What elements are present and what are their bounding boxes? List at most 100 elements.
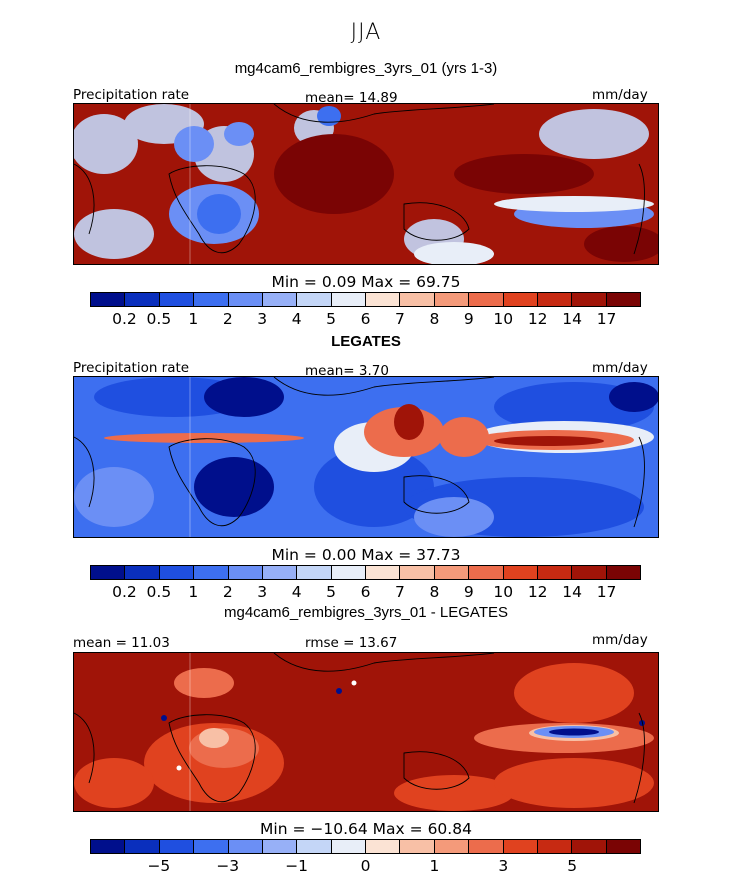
colorbar-tick: 1 [188, 310, 199, 328]
colorbar-swatch [572, 566, 607, 579]
colorbar-tick: 6 [360, 310, 371, 328]
colorbar-tick: 7 [395, 583, 405, 601]
colorbar-swatch [434, 566, 470, 579]
colorbar-swatch [400, 566, 435, 579]
panel-2-map [73, 376, 659, 538]
colorbar-tick: 8 [429, 583, 440, 601]
colorbar-tick: 3 [498, 857, 509, 875]
colorbar-swatch [572, 840, 607, 853]
colorbar-swatch [262, 293, 298, 306]
colorbar-tick: 17 [596, 583, 617, 601]
colorbar-tick: 2 [222, 583, 233, 601]
colorbar-swatch [262, 566, 298, 579]
colorbar-swatch [91, 566, 126, 579]
panel-3-colorbar-ticks: −5 −3 −1 0 1 3 5 [90, 857, 641, 875]
colorbar-swatch [262, 840, 298, 853]
panel-2-mean-label: mean= 3.70 [305, 363, 389, 379]
colorbar-tick: 10 [493, 310, 514, 328]
colorbar-tick: 0.5 [146, 583, 172, 601]
panel-1-colorbar [90, 292, 641, 307]
colorbar-swatch [194, 840, 229, 853]
season-title: JJA [350, 20, 382, 45]
colorbar-swatch [331, 566, 366, 579]
colorbar-tick: 5 [326, 583, 336, 601]
panel-3-title: mg4cam6_rembigres_3yrs_01 - LEGATES [223, 604, 508, 621]
colorbar-tick: 0.2 [112, 583, 137, 601]
colorbar-swatch [331, 840, 366, 853]
panel-1-map [73, 103, 659, 265]
colorbar-tick: 3 [257, 583, 268, 601]
colorbar-swatch [537, 840, 573, 853]
panel-2-title: LEGATES [331, 333, 401, 350]
panel-3-rmse-label: rmse = 13.67 [305, 635, 398, 651]
colorbar-tick: 4 [291, 310, 302, 328]
colorbar-swatch [125, 840, 160, 853]
colorbar-tick: −5 [147, 857, 171, 875]
colorbar-swatch [125, 566, 160, 579]
colorbar-tick: 17 [596, 310, 617, 328]
colorbar-tick: 0.2 [112, 310, 137, 328]
panel-2-precip-field [74, 377, 658, 537]
colorbar-swatch [297, 566, 332, 579]
colorbar-tick: 0 [360, 857, 371, 875]
colorbar-tick: 0.5 [146, 310, 172, 328]
colorbar-swatch [469, 566, 504, 579]
panel-2-colorbar [90, 565, 641, 580]
colorbar-tick: 1 [429, 857, 440, 875]
colorbar-swatch [434, 293, 470, 306]
panel-3-colorbar [90, 839, 641, 854]
colorbar-swatch [297, 840, 332, 853]
colorbar-swatch [228, 566, 263, 579]
panel-3-map [73, 652, 659, 812]
panel-1-units-label: mm/day [592, 87, 648, 103]
colorbar-tick: 14 [562, 310, 582, 328]
colorbar-swatch [159, 840, 195, 853]
colorbar-swatch [606, 293, 640, 306]
colorbar-swatch [159, 293, 195, 306]
colorbar-swatch [606, 566, 640, 579]
panel-3-mean-label: mean = 11.03 [73, 635, 170, 651]
colorbar-swatch [400, 840, 435, 853]
panel-2-units-label: mm/day [592, 360, 648, 376]
colorbar-swatch [159, 566, 195, 579]
colorbar-swatch [469, 840, 504, 853]
colorbar-swatch [400, 293, 435, 306]
colorbar-tick: −3 [216, 857, 240, 875]
panel-3-difference-field [74, 653, 658, 811]
colorbar-tick: 10 [493, 583, 514, 601]
colorbar-tick: 1 [188, 583, 199, 601]
colorbar-swatch [572, 293, 607, 306]
colorbar-tick: 9 [463, 583, 474, 601]
colorbar-swatch [91, 840, 126, 853]
panel-1-mean-label: mean= 14.89 [305, 90, 398, 106]
colorbar-tick: 14 [562, 583, 582, 601]
colorbar-tick: 5 [567, 857, 578, 875]
colorbar-tick: 12 [527, 310, 548, 328]
colorbar-swatch [503, 840, 538, 853]
colorbar-swatch [366, 293, 401, 306]
colorbar-swatch [297, 293, 332, 306]
panel-1-colorbar-ticks: 0.2 0.5 1 2 3 4 5 6 7 8 9 10 12 14 17 [90, 310, 641, 328]
colorbar-swatch [469, 293, 504, 306]
colorbar-tick: 8 [429, 310, 440, 328]
panel-1-title: mg4cam6_rembigres_3yrs_01 (yrs 1-3) [234, 60, 498, 77]
panel-2-variable-label: Precipitation rate [73, 360, 190, 376]
colorbar-tick: 9 [463, 310, 474, 328]
colorbar-tick: 2 [222, 310, 233, 328]
panel-1-minmax: Min = 0.09 Max = 69.75 [271, 273, 461, 291]
colorbar-tick: 7 [395, 310, 405, 328]
colorbar-tick: 3 [257, 310, 268, 328]
colorbar-tick: 4 [291, 583, 302, 601]
colorbar-swatch [537, 293, 573, 306]
colorbar-tick: 12 [527, 583, 548, 601]
panel-3-units-label: mm/day [592, 632, 648, 648]
panel-2-colorbar-ticks: 0.2 0.5 1 2 3 4 5 6 7 8 9 10 12 14 17 [90, 583, 641, 601]
colorbar-swatch [125, 293, 160, 306]
colorbar-swatch [228, 293, 263, 306]
colorbar-swatch [366, 566, 401, 579]
colorbar-swatch [503, 293, 538, 306]
colorbar-swatch [228, 840, 263, 853]
colorbar-swatch [366, 840, 401, 853]
colorbar-swatch [331, 293, 366, 306]
panel-3-minmax: Min = −10.64 Max = 60.84 [260, 820, 472, 838]
